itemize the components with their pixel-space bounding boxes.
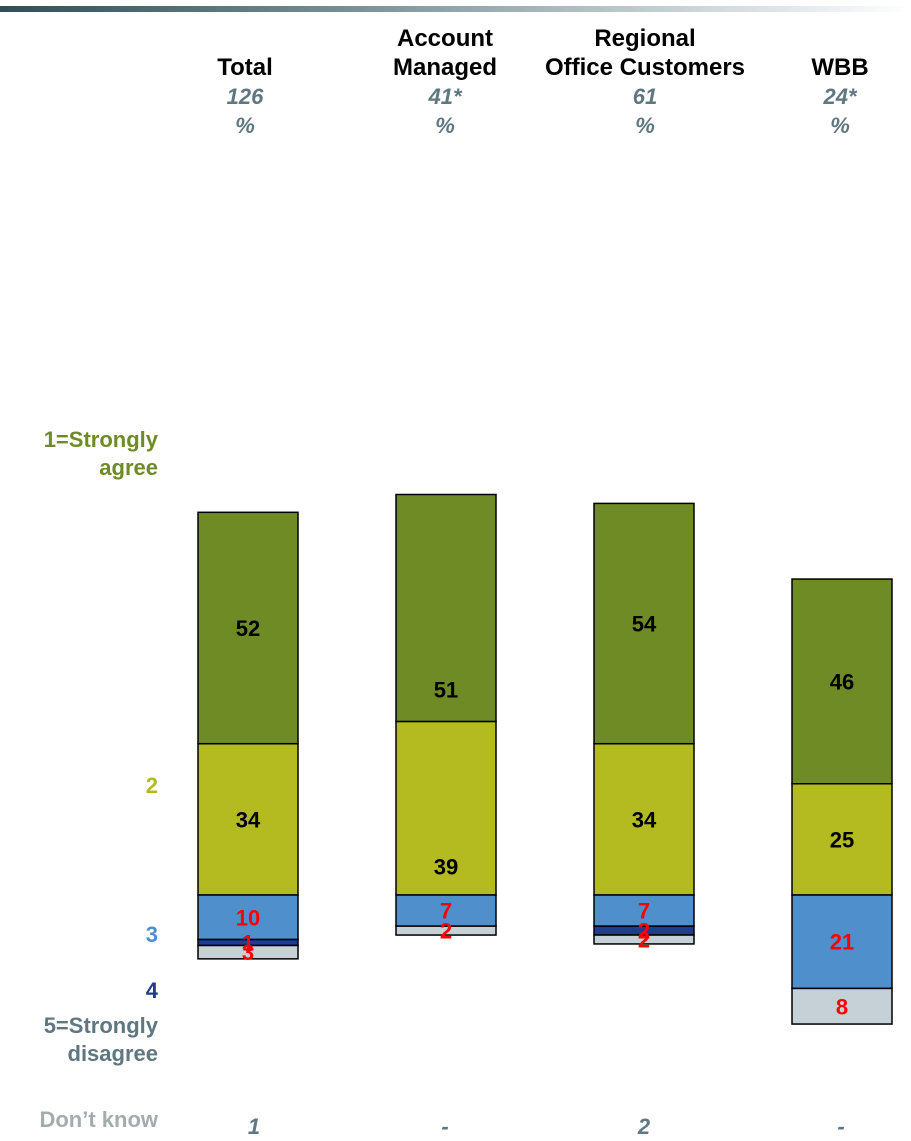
data-label-1-1: 39 (434, 854, 458, 879)
dont-know-value-regional-office: 2 (594, 1114, 694, 1140)
data-label-0-4: 3 (242, 940, 254, 965)
data-label-3-1: 25 (830, 827, 854, 852)
data-label-1-4: 2 (440, 919, 452, 944)
data-label-0-2: 10 (236, 905, 260, 930)
data-label-0-0: 52 (236, 616, 260, 641)
data-label-3-2: 21 (830, 930, 854, 955)
dont-know-value-total: 1 (204, 1114, 304, 1140)
dont-know-value-wbb: - (791, 1114, 891, 1140)
bar-stack-3: 25 46 21 8 (792, 579, 892, 1024)
data-label-0-1: 34 (236, 807, 261, 832)
data-label-2-0: 54 (632, 612, 657, 637)
data-label-3-4: 8 (836, 994, 848, 1019)
data-label-2-4: 2 (638, 928, 650, 953)
data-label-3-0: 46 (830, 669, 854, 694)
dont-know-value-account-managed: - (395, 1114, 495, 1140)
data-label-1-0: 51 (434, 678, 458, 703)
data-label-2-1: 34 (632, 807, 657, 832)
